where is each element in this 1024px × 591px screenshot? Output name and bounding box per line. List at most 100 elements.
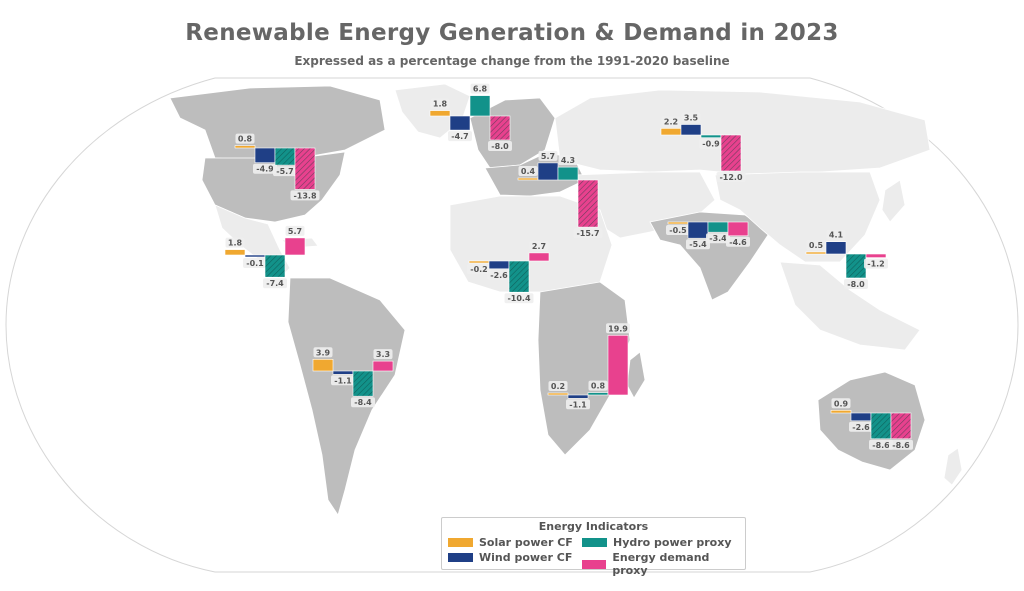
data-label-australia-hydro: -8.6	[872, 441, 890, 450]
data-label-east-asia-solar: 0.5	[809, 241, 824, 250]
bar-russia-solar	[660, 128, 682, 136]
data-label-southern-europe-wind: 5.7	[541, 152, 555, 161]
bar-north-america-hydro	[274, 147, 296, 166]
data-label-north-america-hydro: -5.7	[276, 167, 294, 176]
data-label-northern-europe-solar: 1.8	[433, 100, 448, 109]
data-label-south-america-wind: -1.1	[334, 376, 352, 385]
legend-label-wind: Wind power CF	[479, 551, 573, 564]
data-label-south-america-solar: 3.9	[316, 348, 331, 357]
data-label-southern-africa-hydro: 0.8	[591, 382, 606, 391]
data-label-bg-southern-africa-hydro	[588, 380, 608, 391]
data-label-bg-northern-europe-wind	[448, 131, 472, 142]
bar-east-asia-wind	[825, 241, 847, 255]
data-label-bg-east-asia-demand	[864, 258, 888, 269]
data-label-bg-central-america-demand	[285, 225, 305, 236]
data-label-bg-australia-hydro	[869, 439, 893, 450]
bar-west-africa-wind	[488, 260, 510, 270]
data-label-northern-europe-demand: -8.0	[491, 142, 509, 151]
bar-west-africa-hydro	[508, 260, 530, 293]
data-label-south-america-demand: 3.3	[376, 350, 390, 359]
data-label-northern-europe-wind: -4.7	[451, 132, 469, 141]
data-label-bg-north-america-demand	[290, 190, 320, 201]
data-label-bg-east-asia-hydro	[844, 279, 868, 289]
data-label-east-asia-wind: 4.1	[829, 231, 844, 240]
data-label-central-america-demand: 5.7	[288, 227, 302, 236]
data-label-north-america-solar: 0.8	[238, 135, 253, 144]
bar-southern-africa-wind	[567, 394, 589, 399]
southeast-asia	[779, 261, 921, 351]
legend-swatch-wind	[448, 553, 473, 562]
bar-central-america-wind	[244, 254, 266, 258]
data-label-bg-russia-hydro	[699, 138, 723, 149]
data-label-bg-south-america-demand	[373, 349, 393, 360]
bar-southern-europe-hydro	[557, 166, 579, 181]
data-label-bg-south-asia-solar	[666, 225, 690, 235]
data-label-bg-russia-solar	[661, 116, 681, 127]
data-label-central-america-hydro: -7.4	[266, 279, 284, 288]
data-label-east-asia-demand: -1.2	[867, 260, 885, 269]
data-label-bg-west-africa-demand	[529, 240, 549, 251]
data-label-bg-west-africa-wind	[487, 269, 511, 280]
data-label-bg-south-asia-wind	[686, 239, 710, 250]
legend-swatch-demand	[582, 559, 607, 569]
bar-south-asia-solar	[667, 221, 689, 225]
bar-west-africa-demand	[528, 252, 550, 262]
bar-north-america-wind	[254, 147, 276, 163]
data-label-west-africa-wind: -2.6	[490, 271, 508, 280]
data-label-bg-southern-europe-hydro	[558, 155, 578, 166]
data-label-southern-europe-solar: 0.4	[521, 167, 536, 176]
data-label-west-africa-demand: 2.7	[532, 242, 546, 251]
legend: Energy Indicators Solar power CF Wind po…	[441, 517, 746, 577]
bar-central-america-demand	[284, 237, 306, 256]
bar-east-asia-demand	[865, 253, 887, 258]
data-label-central-america-solar: 1.8	[228, 239, 243, 248]
bar-southern-europe-demand	[577, 179, 599, 228]
legend-label-hydro: Hydro power proxy	[613, 536, 732, 549]
bar-northern-europe-demand	[489, 115, 511, 141]
bar-southern-africa-demand	[607, 334, 629, 396]
bar-australia-hydro	[870, 412, 892, 440]
legend-swatch-solar	[448, 538, 473, 547]
new-zealand	[943, 447, 963, 486]
legend-item-solar: Solar power CF	[448, 536, 573, 549]
data-label-bg-australia-demand	[889, 439, 913, 450]
data-label-bg-southern-africa-solar	[548, 381, 568, 391]
bar-australia-wind	[850, 412, 872, 422]
data-label-southern-africa-solar: 0.2	[551, 382, 565, 391]
legend-item-demand: Energy demand proxy	[582, 551, 745, 577]
bar-south-america-wind	[332, 370, 354, 375]
data-label-bg-northern-europe-solar	[430, 98, 450, 109]
data-label-south-asia-demand: -4.6	[729, 238, 747, 247]
data-label-south-asia-solar: -0.5	[669, 226, 687, 235]
bar-northern-europe-hydro	[469, 95, 491, 117]
bar-south-asia-hydro	[707, 221, 729, 233]
legend-title: Energy Indicators	[538, 520, 649, 533]
bar-russia-demand	[720, 134, 742, 172]
data-label-australia-solar: 0.9	[834, 399, 849, 408]
bar-south-america-hydro	[352, 370, 374, 397]
data-label-bg-central-america-solar	[225, 237, 245, 248]
bar-russia-wind	[680, 124, 702, 136]
bar-southern-africa-hydro	[587, 392, 609, 396]
data-label-bg-central-america-wind	[243, 258, 267, 268]
legend-item-hydro: Hydro power proxy	[582, 536, 732, 549]
data-label-bg-north-america-hydro	[273, 166, 297, 177]
bar-australia-demand	[890, 412, 912, 440]
chart-subtitle: Expressed as a percentage change from th…	[294, 54, 730, 68]
bar-russia-hydro	[700, 134, 722, 139]
data-label-bg-russia-demand	[716, 172, 746, 182]
data-label-bg-south-asia-demand	[726, 236, 750, 247]
data-label-bg-south-asia-hydro	[706, 233, 730, 244]
data-label-russia-demand: -12.0	[719, 173, 742, 182]
bar-australia-solar	[830, 409, 852, 414]
data-label-bg-central-america-hydro	[263, 278, 287, 289]
russia	[554, 89, 931, 177]
data-label-bg-russia-wind	[681, 112, 701, 123]
legend-label-solar: Solar power CF	[479, 536, 573, 549]
data-label-bg-northern-europe-hydro	[470, 83, 490, 94]
data-label-bg-east-asia-solar	[806, 240, 826, 250]
chart-marks: 0.8 -4.9 -5.7 -13.8 1.8 -0.1 -7.4 5.7 3.9 -1.1 -8.…	[224, 83, 913, 450]
legend-label-demand: Energy demand proxy	[612, 551, 710, 577]
data-label-bg-australia-solar	[831, 398, 851, 409]
